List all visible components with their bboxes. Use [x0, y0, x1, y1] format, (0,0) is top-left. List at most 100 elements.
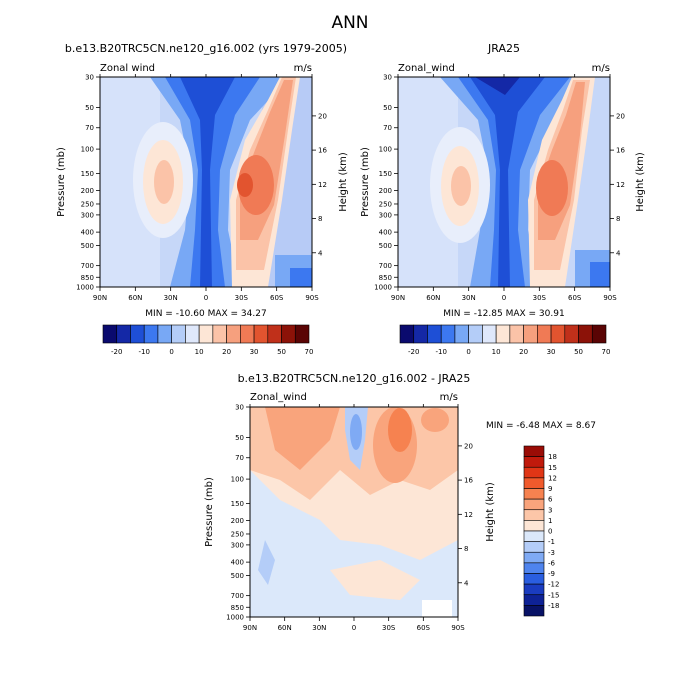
colorbar-swatch [226, 324, 241, 344]
panel-obs-units: m/s [592, 63, 610, 74]
colorbar-swatch [130, 324, 145, 344]
colorbar-label: 70 [305, 348, 314, 356]
colorbar-swatch [523, 324, 538, 344]
panel-diff-minmax: MIN = -6.48 MAX = 8.67 [486, 421, 596, 431]
colorbar-swatch [523, 488, 545, 500]
colorbar-label: 70 [602, 348, 611, 356]
y-tick-label: 30 [383, 74, 392, 82]
colorbar-swatch [523, 445, 545, 457]
y-tick-label: 1000 [374, 284, 392, 292]
y-tick-label: 30 [85, 74, 94, 82]
panel-model-y2label: Height (km) [338, 152, 349, 212]
colorbar-label: -10 [435, 348, 446, 356]
colorbar-label: -20 [408, 348, 419, 356]
y-tick-label: 100 [81, 146, 94, 154]
x-tick-label: 60N [128, 294, 142, 302]
panel-obs-left-label: Zonal_wind [398, 63, 455, 74]
y-tick-label: 50 [383, 104, 392, 112]
colorbar-label: 30 [547, 348, 556, 356]
colorbar-swatch [185, 324, 200, 344]
y-tick-label: 850 [231, 604, 244, 612]
colorbar-swatch [267, 324, 282, 344]
colorbar-swatch [523, 594, 545, 606]
y2-tick-label: 8 [318, 215, 322, 223]
colorbar-swatch [427, 324, 442, 344]
panel-model-ylabel: Pressure (mb) [56, 147, 67, 217]
x-tick-label: 30N [164, 294, 178, 302]
panel-obs-title: JRA25 [487, 42, 520, 55]
y-tick-label: 300 [81, 211, 94, 219]
y-tick-label: 500 [379, 242, 392, 250]
panel-diff-colorbar: 18 15 12 9 6 3 1 0 -1 -3 -6 -9 -12 -15 -18 [523, 445, 559, 617]
x-tick-label: 90N [243, 624, 257, 632]
colorbar-label: 50 [277, 348, 286, 356]
x-tick-label: 60S [270, 294, 284, 302]
panel-diff-ylabel: Pressure (mb) [204, 477, 215, 547]
panel-model-title: b.e13.B20TRC5CN.ne120_g16.002 (yrs 1979-… [65, 42, 347, 55]
colorbar-swatch [240, 324, 255, 344]
colorbar-label: 10 [492, 348, 501, 356]
colorbar-label: 18 [548, 453, 557, 461]
y-tick-label: 500 [231, 572, 244, 580]
colorbar-label: 20 [222, 348, 231, 356]
panel-model-units: m/s [294, 63, 312, 74]
y-tick-label: 1000 [76, 284, 94, 292]
colorbar-swatch [413, 324, 428, 344]
y-tick-label: 400 [81, 229, 94, 237]
colorbar-swatch [523, 466, 545, 479]
colorbar-label: 30 [250, 348, 259, 356]
panel-obs-ylabel: Pressure (mb) [360, 147, 371, 217]
colorbar-label: -18 [548, 602, 559, 610]
y-tick-label: 30 [235, 404, 244, 412]
x-tick-label: 30S [533, 294, 547, 302]
colorbar-swatch [523, 509, 545, 521]
panel-model: b.e13.B20TRC5CN.ne120_g16.002 (yrs 1979-… [56, 42, 349, 356]
y2-tick-label: 12 [616, 181, 625, 189]
x-tick-label: 60S [417, 624, 431, 632]
colorbar-label: -12 [548, 581, 559, 589]
page-title: ANN [331, 13, 368, 33]
y-tick-label: 300 [231, 541, 244, 549]
y-tick-label: 500 [81, 242, 94, 250]
panel-obs-y2label: Height (km) [635, 152, 646, 212]
y2-tick-label: 16 [616, 147, 625, 155]
colorbar-label: -6 [548, 559, 556, 567]
x-tick-label: 90S [603, 294, 617, 302]
x-tick-label: 60S [568, 294, 582, 302]
y-tick-label: 70 [383, 124, 392, 132]
x-tick-label: 90S [305, 294, 319, 302]
y2-tick-label: 4 [616, 249, 621, 257]
colorbar-swatch [482, 324, 497, 344]
colorbar-swatch [399, 324, 415, 344]
x-tick-label: 60N [278, 624, 292, 632]
x-tick-label: 0 [502, 294, 506, 302]
colorbar-swatch [523, 573, 545, 585]
colorbar-swatch [537, 324, 552, 344]
colorbar-swatch [253, 324, 269, 344]
panel-diff-y2label: Height (km) [485, 482, 496, 542]
y-tick-label: 850 [81, 274, 94, 282]
colorbar-swatch [523, 583, 545, 596]
colorbar-label: -1 [548, 538, 555, 546]
x-tick-label: 60N [426, 294, 440, 302]
y-tick-label: 700 [231, 592, 244, 600]
colorbar-swatch [523, 520, 545, 532]
colorbar-swatch [157, 324, 172, 344]
x-tick-label: 30S [235, 294, 249, 302]
panel-diff-units: m/s [440, 392, 458, 403]
y-tick-label: 150 [231, 500, 244, 508]
y-tick-label: 150 [379, 170, 392, 178]
y-tick-label: 150 [81, 170, 94, 178]
colorbar-label: 15 [548, 464, 557, 472]
y-tick-label: 200 [231, 517, 244, 525]
y2-tick-label: 16 [318, 147, 327, 155]
colorbar-label: 0 [169, 348, 173, 356]
colorbar-swatch [454, 324, 469, 344]
panel-diff-field [250, 407, 458, 617]
panel-model-left-label: Zonal wind [100, 63, 155, 74]
y-tick-label: 70 [235, 454, 244, 462]
colorbar-swatch [523, 562, 545, 574]
colorbar-swatch [212, 324, 227, 344]
colorbar-label: 9 [548, 485, 552, 493]
